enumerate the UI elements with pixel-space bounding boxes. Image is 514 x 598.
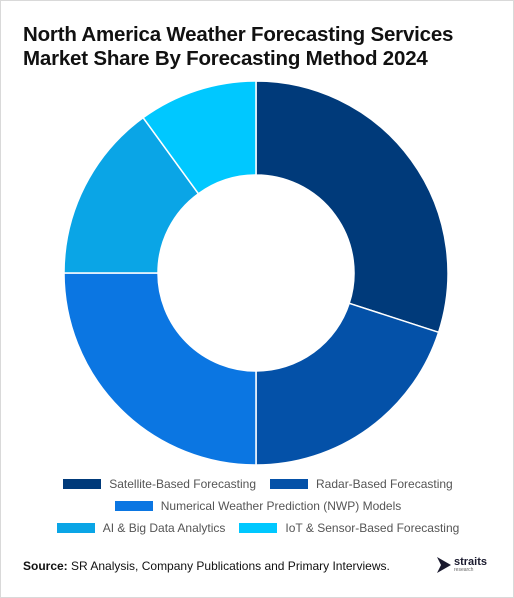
legend: Satellite-Based Forecasting Radar-Based …	[19, 473, 497, 539]
slice-iot	[142, 80, 257, 195]
legend-label: Satellite-Based Forecasting	[109, 477, 256, 491]
source-note: Source: SR Analysis, Company Publication…	[23, 559, 493, 573]
legend-swatch	[270, 479, 308, 489]
legend-label: Radar-Based Forecasting	[316, 477, 453, 491]
legend-item-radar: Radar-Based Forecasting	[270, 477, 453, 491]
legend-row-1: Satellite-Based Forecasting Radar-Based …	[19, 473, 497, 495]
source-text: SR Analysis, Company Publications and Pr…	[71, 559, 390, 573]
legend-label: AI & Big Data Analytics	[102, 521, 226, 535]
legend-label: Numerical Weather Prediction (NWP) Model…	[160, 499, 402, 513]
legend-item-iot: IoT & Sensor-Based Forecasting	[239, 521, 459, 535]
logo-mark-icon	[437, 557, 451, 573]
legend-swatch	[239, 523, 278, 533]
slice-satellite	[255, 80, 449, 334]
legend-item-ai: AI & Big Data Analytics	[56, 521, 226, 535]
legend-item-satellite: Satellite-Based Forecasting	[63, 477, 256, 491]
legend-swatch	[63, 479, 102, 489]
donut-chart	[63, 80, 449, 466]
legend-swatch	[56, 523, 95, 533]
straits-logo: straits research	[437, 553, 497, 577]
legend-item-nwp: Numerical Weather Prediction (NWP) Model…	[114, 499, 402, 513]
legend-swatch	[114, 501, 153, 511]
legend-row-2: Numerical Weather Prediction (NWP) Model…	[19, 495, 497, 517]
logo-sub: research	[454, 567, 474, 573]
source-label: Source:	[23, 559, 68, 573]
legend-row-3: AI & Big Data Analytics IoT & Sensor-Bas…	[19, 517, 497, 539]
logo-wordmark: straits research	[454, 556, 488, 574]
slice-nwp	[63, 272, 257, 466]
legend-label: IoT & Sensor-Based Forecasting	[285, 521, 460, 535]
chart-title: North America Weather Forecasting Servic…	[23, 23, 454, 70]
logo-name: straits	[454, 556, 488, 568]
slice-radar	[255, 302, 440, 466]
